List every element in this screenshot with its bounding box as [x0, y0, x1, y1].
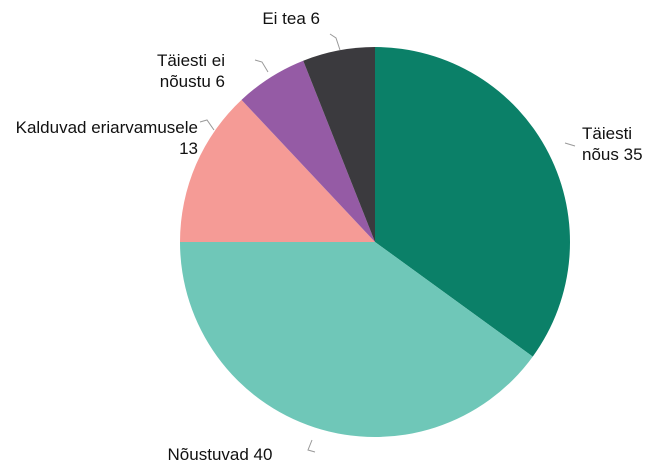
leaders — [199, 33, 576, 453]
slice-label: Täiesti ei nõustu 6 — [130, 50, 225, 92]
category-label: Ei tea — [262, 9, 306, 28]
slice-label: Täiesti nõus 35 — [582, 123, 662, 165]
category-label: Täiesti ei nõustu — [156, 51, 225, 91]
slice-label: Nõustuvad 40 — [140, 444, 300, 465]
slice-label: Kalduvad eriarvamusele 13 — [0, 117, 198, 159]
value-label: 35 — [623, 145, 643, 164]
value-label: 6 — [215, 72, 225, 91]
pie-slice — [303, 47, 375, 242]
value-label: 13 — [179, 139, 198, 158]
value-label: 40 — [253, 445, 273, 464]
pie-slice — [241, 60, 375, 242]
leader-line — [254, 59, 269, 73]
leader-line — [199, 119, 215, 131]
leader-line — [564, 142, 576, 147]
slice-label: Ei tea 6 — [220, 8, 320, 29]
category-label: Kalduvad eriarvamusele — [15, 118, 198, 137]
category-label: Täiesti nõus — [582, 124, 633, 164]
pie-slice — [375, 47, 571, 357]
leader-line — [329, 33, 341, 51]
category-label: Nõustuvad — [167, 445, 249, 464]
pie-slice — [180, 242, 533, 438]
value-label: 6 — [310, 9, 320, 28]
pie-slice — [180, 99, 375, 242]
leader-line — [307, 439, 316, 453]
